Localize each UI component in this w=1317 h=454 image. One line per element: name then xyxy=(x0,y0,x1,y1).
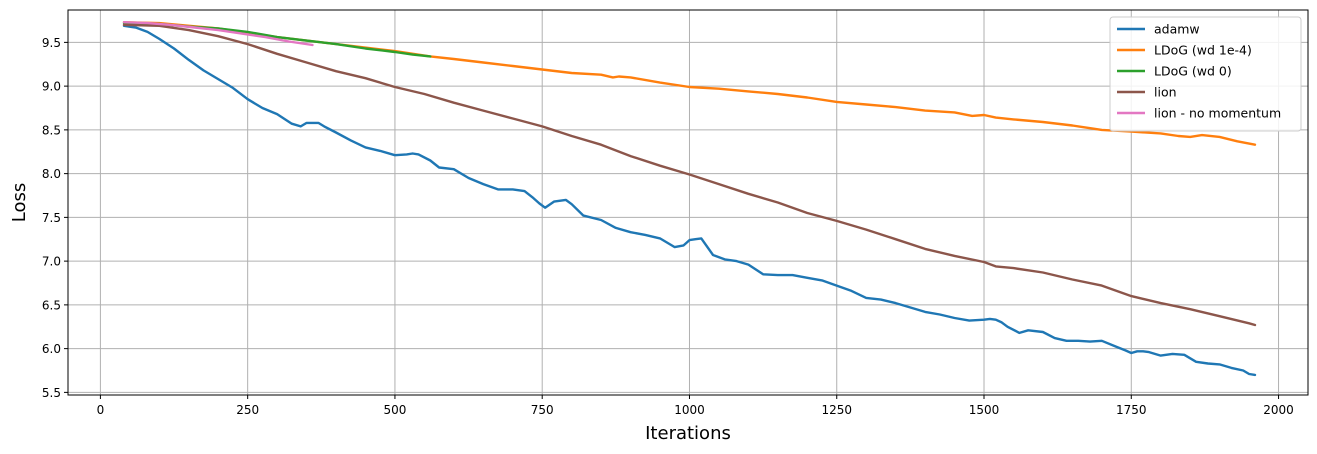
x-tick-label: 0 xyxy=(97,403,105,417)
y-tick-label: 7.5 xyxy=(42,211,61,225)
x-tick-label: 500 xyxy=(383,403,406,417)
series-line-3 xyxy=(122,23,1257,327)
axis-ticks: 0 250 500 750 1000 1250 1500 1750 2000 5.5 6.0 6.5 7… xyxy=(42,36,1294,417)
x-tick-label: 750 xyxy=(531,403,554,417)
legend-entry-label: LDoG (wd 0) xyxy=(1154,64,1232,79)
y-tick-label: 8.0 xyxy=(42,167,61,181)
legend-entry-label: lion - no momentum xyxy=(1154,106,1281,121)
series-line-1 xyxy=(122,21,1257,146)
x-tick-label: 250 xyxy=(236,403,259,417)
x-tick-label: 1500 xyxy=(969,403,1000,417)
legend-entry-label: lion xyxy=(1154,85,1177,100)
y-axis-label: Loss xyxy=(9,183,30,222)
x-tick-label: 1750 xyxy=(1116,403,1147,417)
legend-box xyxy=(1109,16,1302,132)
y-tick-label: 7.0 xyxy=(42,255,61,269)
y-tick-label: 6.5 xyxy=(42,298,61,312)
series-lines xyxy=(122,21,1257,377)
x-tick-label: 1000 xyxy=(674,403,705,417)
y-tick-label: 5.5 xyxy=(42,386,61,400)
y-tick-label: 8.5 xyxy=(42,123,61,137)
x-tick-label: 1250 xyxy=(821,403,852,417)
y-tick-label: 9.5 xyxy=(42,36,61,50)
series-line-0 xyxy=(122,24,1257,377)
x-tick-label: 2000 xyxy=(1263,403,1294,417)
legend: adamw LDoG (wd 1e-4) LDoG (wd 0) lion lion -… xyxy=(1109,16,1302,132)
plot-frame xyxy=(67,9,1309,396)
x-axis-label: Iterations xyxy=(645,423,731,444)
y-tick-label: 9.0 xyxy=(42,80,61,94)
series-line-4 xyxy=(122,21,314,47)
legend-entry-label: LDoG (wd 1e-4) xyxy=(1154,43,1252,58)
y-tick-label: 6.0 xyxy=(42,342,61,356)
legend-entry-label: adamw xyxy=(1154,22,1200,37)
